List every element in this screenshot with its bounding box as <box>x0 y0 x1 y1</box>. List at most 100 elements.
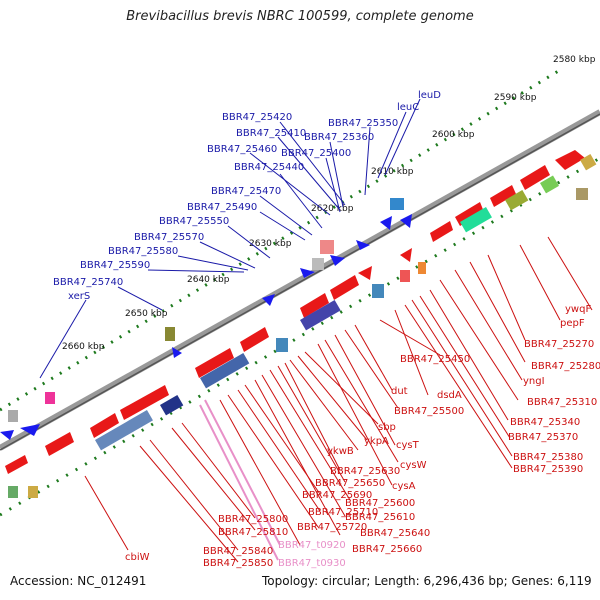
feature-blocks <box>8 154 597 498</box>
gene-arrow <box>300 293 329 318</box>
gene-label: BBR47_25740 <box>53 277 123 288</box>
gene-label: leuC <box>397 102 419 113</box>
kbp-scale: 2580 kbp 2590 kbp 2600 kbp 2610 kbp 2620… <box>62 55 596 352</box>
gene-label: ykpA <box>364 436 389 447</box>
gene-arrow <box>20 424 40 436</box>
gene-label: yngI <box>523 376 545 387</box>
gene-label: BBR47_25850 <box>203 558 273 569</box>
kbp-label: 2600 kbp <box>432 130 475 140</box>
feature-block <box>165 327 175 341</box>
gene-arrow <box>555 150 585 170</box>
blue-leader-lines <box>39 98 421 379</box>
gene-arrow <box>330 275 359 300</box>
kbp-label: 2590 kbp <box>494 93 537 103</box>
feature-block <box>372 284 384 298</box>
kbp-label: 2580 kbp <box>553 55 596 65</box>
gene-label: BBR47_25630 <box>330 466 400 477</box>
gene-label: BBR47_25500 <box>394 406 464 417</box>
feature-block <box>390 198 404 210</box>
gene-label: leuD <box>418 90 441 101</box>
gene-arrow <box>400 248 412 262</box>
feature-block <box>8 410 18 422</box>
feature-block <box>459 207 492 233</box>
gene-label: BBR47_25490 <box>187 202 257 213</box>
gene-label: BBR47_25720 <box>297 522 367 533</box>
gene-label: BBR47_25800 <box>218 514 288 525</box>
gene-arrow <box>520 165 550 190</box>
gene-label: dut <box>391 386 408 397</box>
gene-arrow <box>430 221 453 242</box>
feature-block <box>312 258 324 270</box>
feature-block <box>276 338 288 352</box>
gene-arrow <box>490 185 516 207</box>
feature-block <box>159 395 184 416</box>
red-gene-labels: ywqF pepF BBR47_25270 BBR47_25280 yngI B… <box>125 304 600 569</box>
gene-label: BBR47_25570 <box>134 232 204 243</box>
gene-arrow <box>45 432 74 456</box>
gene-arrow <box>330 255 345 266</box>
gene-label: BBR47_25460 <box>207 144 277 155</box>
gene-label: BBR47_25840 <box>203 546 273 557</box>
gene-label: sbp <box>378 422 396 433</box>
gene-arrow <box>262 294 275 306</box>
gene-label: ykwB <box>327 446 354 457</box>
kbp-label: 2650 kbp <box>125 309 168 319</box>
forward-genes <box>5 150 585 474</box>
gene-label: BBR47_25270 <box>524 339 594 350</box>
gene-label: BBR47_25690 <box>302 490 372 501</box>
gene-label: BBR47_25410 <box>236 128 306 139</box>
gene-label: BBR47_25610 <box>345 512 415 523</box>
gene-arrow <box>172 347 182 358</box>
blue-gene-labels: leuD leuC BBR47_25420 BBR47_25350 BBR47_… <box>53 90 441 302</box>
gene-label: BBR47_25390 <box>513 464 583 475</box>
feature-block <box>299 300 341 331</box>
genome-summary-text: Topology: circular; Length: 6,296,436 bp… <box>262 574 592 588</box>
feature-block <box>418 262 426 274</box>
feature-block <box>8 486 18 498</box>
gene-label: BBR47_t0920 <box>278 540 346 551</box>
kbp-label: 2640 kbp <box>187 275 230 285</box>
gene-label: BBR47_25590 <box>80 260 150 271</box>
feature-block <box>28 486 38 498</box>
gene-label: pepF <box>560 318 585 329</box>
pink-leader-lines <box>199 399 281 561</box>
gene-label: BBR47_25340 <box>510 417 580 428</box>
gene-label: dsdA <box>437 390 462 401</box>
gene-arrow <box>195 348 234 378</box>
feature-block <box>95 410 153 451</box>
backbone <box>0 109 600 451</box>
gene-label: BBR47_25280 <box>531 361 600 372</box>
gene-arrow <box>300 268 315 278</box>
gene-arrow <box>358 266 372 280</box>
gene-arrow <box>240 327 269 352</box>
red-leader-lines <box>84 236 593 563</box>
gene-label: BBR47_25660 <box>352 544 422 555</box>
gene-label: cysA <box>392 481 416 492</box>
gene-arrow <box>356 240 370 250</box>
gene-label: BBR47_25640 <box>360 528 430 539</box>
reverse-genes <box>0 214 412 440</box>
gene-label: BBR47_25650 <box>315 478 385 489</box>
gene-label: BBR47_25470 <box>211 186 281 197</box>
feature-block <box>45 392 55 404</box>
gene-label: BBR47_25600 <box>345 498 415 509</box>
gene-label: BBR47_25360 <box>304 132 374 143</box>
gene-label: BBR47_t0930 <box>278 558 346 569</box>
accession-text: Accession: NC_012491 <box>10 574 147 588</box>
pink-gene-labels: BBR47_t0920 BBR47_t0930 <box>278 540 346 569</box>
gene-label: BBR47_25550 <box>159 216 229 227</box>
gene-label: BBR47_25310 <box>527 397 597 408</box>
gene-label: BBR47_25370 <box>508 432 578 443</box>
gene-label: BBR47_25440 <box>234 162 304 173</box>
gene-arrow <box>455 202 484 226</box>
gene-arrow <box>120 385 169 420</box>
gene-label: BBR47_25810 <box>218 527 288 538</box>
feature-block <box>580 154 597 171</box>
gene-label: BBR47_25580 <box>108 246 178 257</box>
map-title: Brevibacillus brevis NBRC 100599, comple… <box>126 9 474 24</box>
gene-label: BBR47_25350 <box>328 118 398 129</box>
feature-block <box>320 240 334 254</box>
gene-label: cysT <box>396 440 420 451</box>
